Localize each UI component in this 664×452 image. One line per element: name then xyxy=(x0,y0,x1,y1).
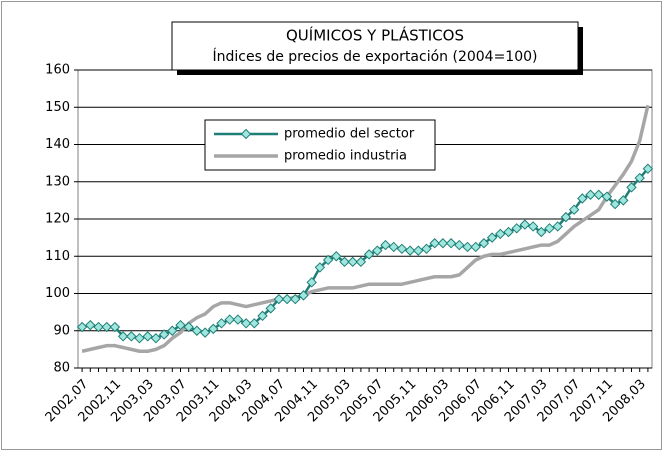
series-marker xyxy=(503,226,514,238)
series-marker xyxy=(437,238,449,249)
series-marker xyxy=(601,191,613,202)
series-marker xyxy=(355,256,367,268)
series-marker xyxy=(290,293,301,305)
series-marker xyxy=(626,182,637,193)
legend-label: promedio del sector xyxy=(284,127,415,142)
series-marker xyxy=(470,241,481,253)
series-marker xyxy=(76,321,88,333)
series-marker xyxy=(388,241,399,253)
series-marker xyxy=(322,254,334,266)
series-marker xyxy=(216,318,227,329)
series-marker xyxy=(93,321,104,333)
y-tick-label: 130 xyxy=(45,174,70,189)
series-marker xyxy=(568,204,580,215)
chart-title: QUÍMICOS Y PLÁSTICOS xyxy=(286,26,464,45)
series-marker xyxy=(478,238,490,249)
series-marker xyxy=(536,226,547,238)
y-tick-label: 140 xyxy=(45,137,70,152)
series-marker xyxy=(544,223,555,234)
series-marker xyxy=(519,219,531,230)
series-marker xyxy=(486,232,498,243)
series-marker xyxy=(363,249,375,260)
series-marker xyxy=(85,319,96,331)
series-marker xyxy=(150,332,162,344)
series-marker xyxy=(208,323,219,335)
series-marker xyxy=(560,211,572,223)
legend-label: promedio industria xyxy=(284,149,407,164)
series-marker xyxy=(126,331,137,342)
series-marker xyxy=(421,243,432,255)
series-marker xyxy=(232,314,244,325)
series-marker xyxy=(609,198,621,210)
title-box xyxy=(171,21,579,71)
series-marker xyxy=(445,238,457,249)
series-marker xyxy=(158,329,170,340)
series-marker xyxy=(306,277,317,288)
y-tick-label: 80 xyxy=(53,361,70,376)
y-tick-label: 110 xyxy=(45,249,70,264)
series-marker xyxy=(265,303,276,314)
series-marker xyxy=(577,193,588,204)
series-marker xyxy=(527,221,539,232)
series-marker xyxy=(642,163,654,174)
series-marker xyxy=(585,189,596,200)
series-marker xyxy=(339,256,350,268)
series-marker xyxy=(380,239,391,251)
series-marker xyxy=(331,251,342,262)
series-marker xyxy=(454,239,465,251)
series-marker xyxy=(183,321,194,333)
series-marker xyxy=(240,318,252,329)
series-marker xyxy=(175,319,186,331)
series-marker xyxy=(101,321,112,333)
series-marker xyxy=(495,228,506,240)
legend-marker xyxy=(240,128,252,140)
series-marker xyxy=(298,290,309,301)
chart-subtitle: Índices de precios de exportación (2004=… xyxy=(213,48,538,65)
series-marker xyxy=(372,245,383,256)
series-marker xyxy=(396,243,408,255)
y-tick-label: 100 xyxy=(45,286,70,301)
series-marker xyxy=(634,172,645,184)
series-marker xyxy=(462,241,473,253)
series-marker xyxy=(109,321,121,333)
series-marker xyxy=(199,327,211,338)
y-tick-label: 90 xyxy=(53,323,70,338)
series-marker xyxy=(117,331,129,342)
y-tick-label: 160 xyxy=(45,63,70,78)
series-marker xyxy=(167,325,178,336)
series-marker xyxy=(347,256,358,268)
series-marker xyxy=(249,318,260,329)
series-marker xyxy=(134,332,145,344)
series-line xyxy=(81,104,650,353)
series-marker xyxy=(273,293,285,305)
series-marker xyxy=(224,314,235,325)
y-tick-label: 120 xyxy=(45,212,70,227)
series-marker xyxy=(142,331,153,342)
series-marker xyxy=(404,245,416,256)
series-marker xyxy=(191,325,203,336)
series-marker xyxy=(281,293,293,305)
series-marker xyxy=(314,262,326,273)
series-marker xyxy=(593,189,604,200)
series-marker xyxy=(552,221,563,232)
series-marker xyxy=(429,238,440,249)
y-tick-label: 150 xyxy=(45,100,70,115)
legend xyxy=(204,119,436,171)
series-marker xyxy=(618,195,629,206)
series-marker xyxy=(413,245,424,256)
series-marker xyxy=(257,310,268,322)
series-marker xyxy=(511,223,522,234)
